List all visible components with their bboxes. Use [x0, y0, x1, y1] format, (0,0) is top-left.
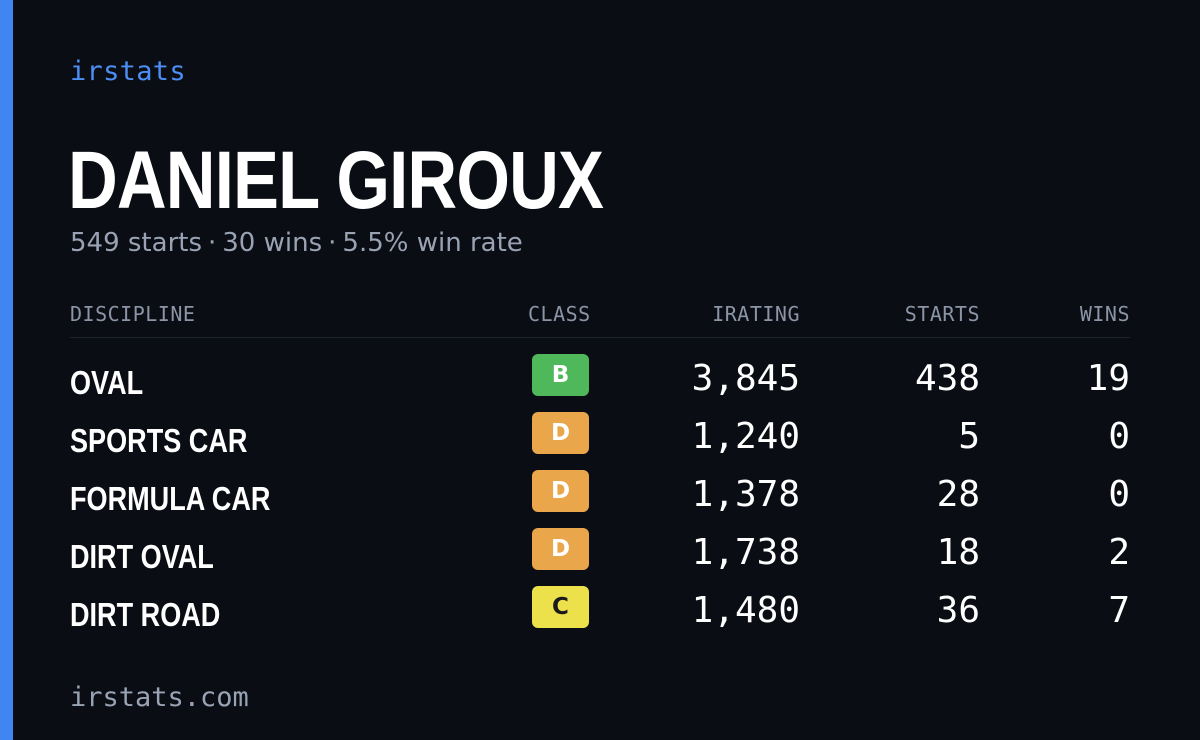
row-starts: 36: [936, 590, 980, 631]
footer-url[interactable]: irstats.com: [70, 682, 249, 713]
row-irating: 1,378: [691, 474, 800, 515]
class-badge: C: [532, 586, 589, 628]
row-wins: 19: [1086, 358, 1130, 399]
row-starts: 28: [936, 474, 980, 515]
row-irating: 1,738: [691, 532, 800, 573]
header-discipline: DISCIPLINE: [70, 302, 196, 326]
row-wins: 7: [1108, 590, 1130, 631]
table-row: OVAL B 3,845 438 19: [70, 354, 1130, 412]
driver-summary: 549 starts · 30 wins · 5.5% win rate: [70, 228, 523, 258]
brand-logo-text: irstats: [70, 56, 186, 87]
header-wins: WINS: [1079, 302, 1130, 326]
table-header: DISCIPLINE CLASS IRATING STARTS WINS: [70, 300, 1130, 338]
class-badge: D: [532, 412, 589, 454]
row-wins: 2: [1108, 532, 1130, 573]
class-badge: D: [532, 470, 589, 512]
table-row: SPORTS CAR D 1,240 5 0: [70, 412, 1130, 470]
row-discipline: DIRT OVAL: [70, 538, 214, 575]
row-discipline: FORMULA CAR: [70, 480, 271, 517]
row-discipline: DIRT ROAD: [70, 596, 221, 633]
header-starts: STARTS: [904, 302, 980, 326]
row-irating: 1,480: [691, 590, 800, 631]
class-badge: D: [532, 528, 589, 570]
row-wins: 0: [1108, 474, 1130, 515]
row-discipline: OVAL: [70, 364, 144, 401]
summary-separator: ·: [208, 228, 217, 258]
driver-name: DANIEL GIROUX: [68, 135, 604, 226]
table-row: DIRT OVAL D 1,738 18 2: [70, 528, 1130, 586]
summary-starts: 549 starts: [70, 228, 202, 258]
class-badge: B: [532, 354, 589, 396]
table-row: FORMULA CAR D 1,378 28 0: [70, 470, 1130, 528]
row-starts: 5: [958, 416, 980, 457]
accent-bar: [0, 0, 13, 740]
row-starts: 438: [914, 358, 980, 399]
summary-separator: ·: [328, 228, 337, 258]
summary-win-rate: 5.5% win rate: [342, 228, 523, 258]
row-irating: 1,240: [691, 416, 800, 457]
row-starts: 18: [936, 532, 980, 573]
row-discipline: SPORTS CAR: [70, 422, 248, 459]
table-row: DIRT ROAD C 1,480 36 7: [70, 586, 1130, 644]
row-irating: 3,845: [691, 358, 800, 399]
row-wins: 0: [1108, 416, 1130, 457]
header-irating: IRATING: [712, 302, 800, 326]
summary-wins: 30 wins: [222, 228, 323, 258]
header-class: CLASS: [528, 302, 591, 326]
